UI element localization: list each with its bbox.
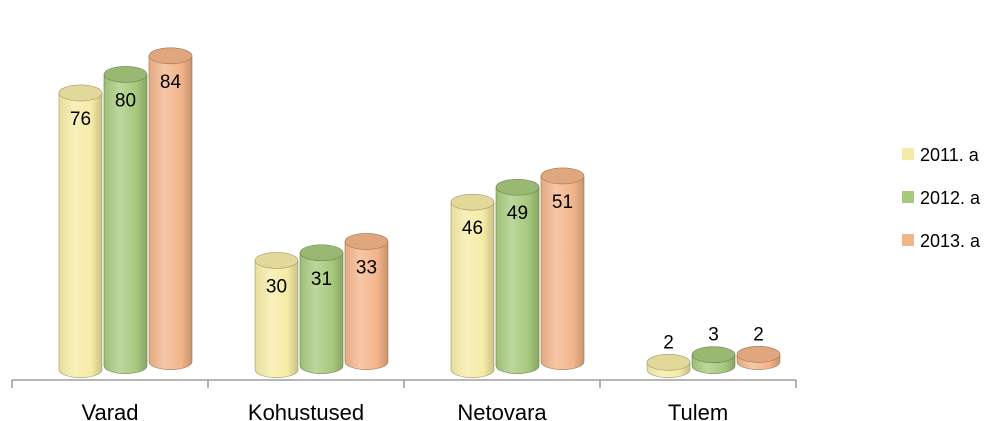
bar-body	[450, 201, 495, 378]
bar-top	[691, 346, 736, 363]
bar	[344, 233, 389, 370]
data-label: 49	[507, 203, 528, 224]
legend: 2011. a 2012. a 2013. a	[902, 145, 981, 251]
bar	[540, 167, 585, 370]
x-axis: Varad Kohustused Netovara Tulem	[11, 379, 797, 421]
data-label: 3	[708, 325, 719, 346]
legend-swatch	[902, 148, 914, 160]
bar-body	[103, 74, 148, 374]
legend-swatch	[902, 191, 914, 203]
legend-swatch	[902, 234, 914, 246]
bar-body	[58, 92, 103, 378]
data-label: 33	[356, 257, 377, 278]
x-tick-label: Kohustused	[248, 400, 364, 421]
bar-body	[495, 186, 540, 374]
x-tick-label: Tulem	[668, 400, 728, 421]
bar-top	[450, 193, 495, 211]
bar-top	[736, 346, 781, 363]
data-label: 2	[663, 332, 674, 353]
bar-body	[254, 260, 299, 378]
bar	[103, 66, 148, 374]
legend-label: 2012. a	[920, 188, 981, 208]
bar-top	[299, 244, 344, 262]
x-tick-label: Netovara	[457, 400, 547, 421]
bar-body	[540, 175, 585, 370]
bar-top	[148, 47, 193, 65]
legend-label: 2013. a	[920, 231, 981, 251]
data-label: 84	[160, 72, 182, 93]
bar	[254, 252, 299, 378]
bar	[691, 346, 736, 374]
bar	[299, 244, 344, 374]
bar-top	[495, 178, 540, 196]
data-label: 80	[115, 90, 136, 111]
bar-body	[344, 241, 389, 370]
data-labels: 76 80 84 30 31 33 46 49 51 2 3 2	[70, 72, 764, 353]
bar-top	[58, 84, 103, 102]
bar	[646, 354, 691, 378]
bar	[495, 178, 540, 374]
bar	[736, 346, 781, 370]
bar-body	[148, 55, 193, 370]
data-label: 51	[552, 192, 573, 213]
bar-top	[103, 66, 148, 83]
data-label: 76	[70, 109, 91, 130]
bar-top	[254, 252, 299, 269]
bar	[148, 47, 193, 370]
data-label: 31	[311, 269, 332, 290]
legend-label: 2011. a	[920, 145, 980, 165]
data-label: 2	[753, 324, 764, 345]
bar-top	[344, 233, 389, 250]
data-label: 30	[266, 276, 287, 297]
plot-area	[58, 47, 781, 378]
bar	[450, 193, 495, 378]
data-label: 46	[462, 218, 483, 239]
x-tick-label: Varad	[81, 400, 138, 421]
bar-body	[299, 252, 344, 374]
bar	[58, 84, 103, 378]
bar-top	[646, 354, 691, 371]
bar-top	[540, 167, 585, 185]
